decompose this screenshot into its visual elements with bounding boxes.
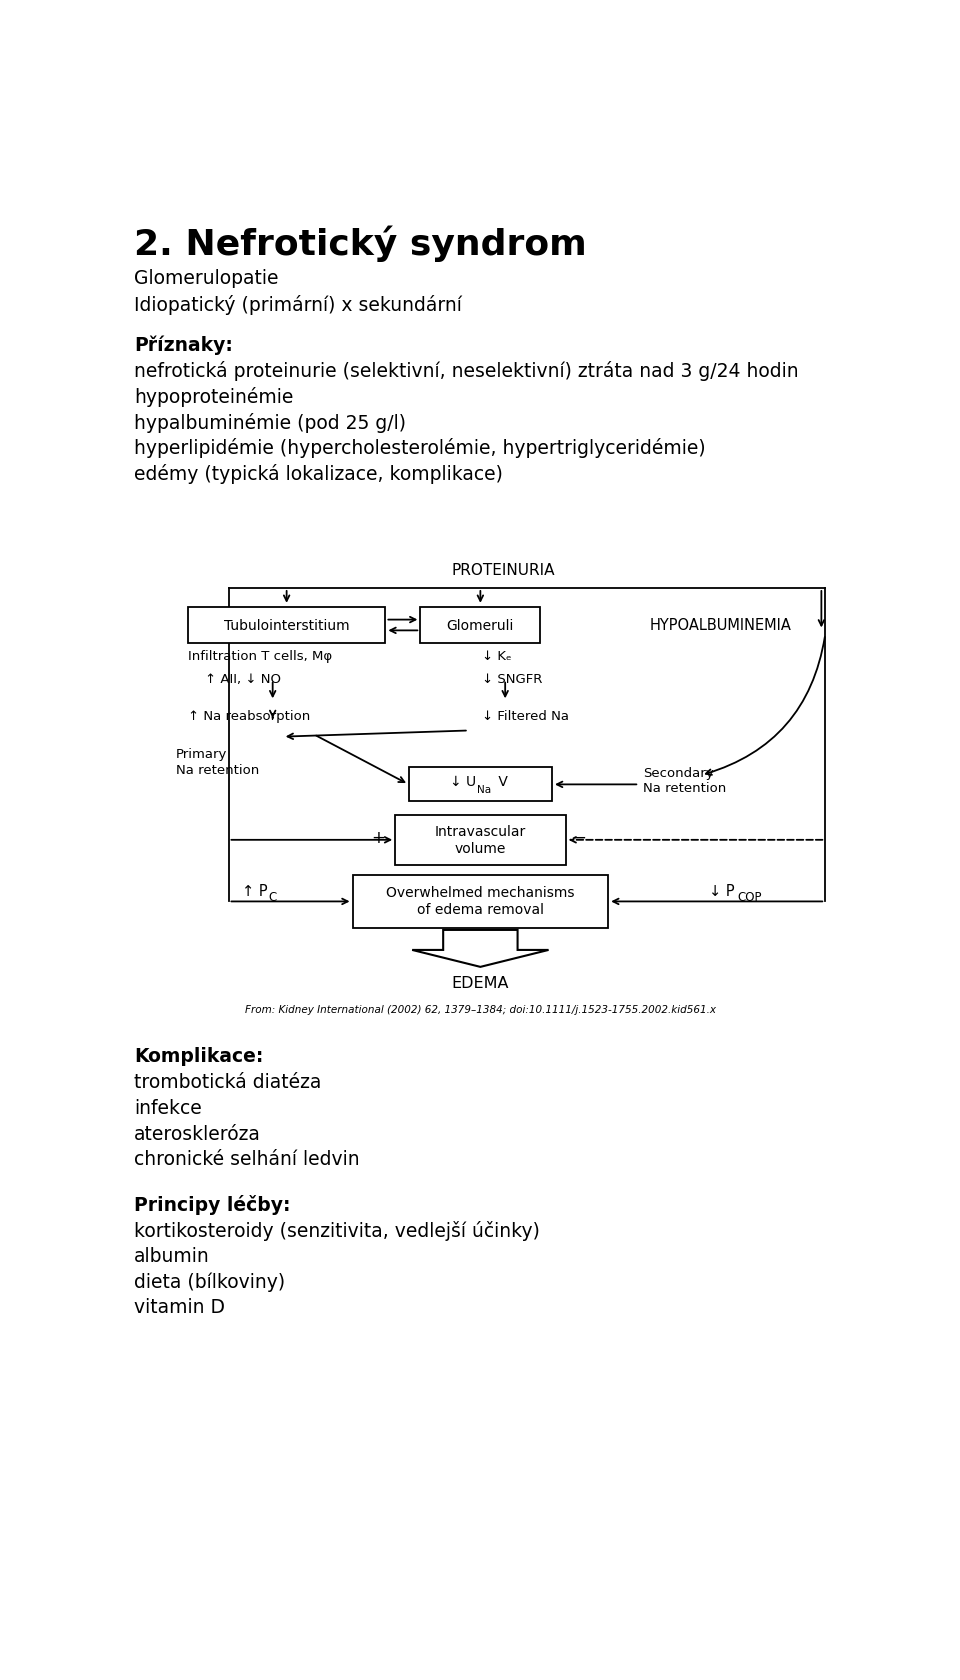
Text: Intravascular: Intravascular <box>435 825 526 838</box>
Text: ↓ Kₑ: ↓ Kₑ <box>482 650 512 662</box>
Text: Glomerulopatie: Glomerulopatie <box>134 269 278 289</box>
Text: Na: Na <box>476 785 491 795</box>
Text: trombotická diatéza: trombotická diatéza <box>134 1072 322 1092</box>
Bar <box>420 608 540 643</box>
Text: Na retention: Na retention <box>643 781 727 795</box>
Bar <box>352 875 609 927</box>
Text: Tubulointerstitium: Tubulointerstitium <box>224 618 349 633</box>
Text: ↓ U: ↓ U <box>450 774 476 790</box>
Text: ↓ SNGFR: ↓ SNGFR <box>482 672 542 685</box>
Text: ↑ P: ↑ P <box>243 884 268 899</box>
Text: hyperlipidémie (hypercholesterolémie, hypertriglyceridémie): hyperlipidémie (hypercholesterolémie, hy… <box>134 438 706 459</box>
Text: Infiltration T cells, Mφ: Infiltration T cells, Mφ <box>188 650 332 662</box>
Text: ↓ Filtered Na: ↓ Filtered Na <box>482 709 569 722</box>
Text: ↑ Na reabsorption: ↑ Na reabsorption <box>188 709 310 722</box>
Bar <box>188 608 385 643</box>
Text: vitamin D: vitamin D <box>134 1297 225 1317</box>
Text: 2. Nefrotický syndrom: 2. Nefrotický syndrom <box>134 225 587 262</box>
Text: Glomeruli: Glomeruli <box>446 618 514 633</box>
Text: Idiopatický (primární) x sekundární: Idiopatický (primární) x sekundární <box>134 296 462 316</box>
Bar <box>396 815 565 865</box>
Text: albumin: albumin <box>134 1247 209 1265</box>
Text: hypoproteinémie: hypoproteinémie <box>134 386 294 407</box>
Text: Primary
Na retention: Primary Na retention <box>177 748 259 776</box>
Text: PROTEINURIA: PROTEINURIA <box>452 563 556 578</box>
Text: Příznaky:: Příznaky: <box>134 334 233 354</box>
Text: ↑ AII, ↓ NO: ↑ AII, ↓ NO <box>204 672 281 685</box>
Text: V: V <box>494 774 508 790</box>
Text: ↓ P: ↓ P <box>709 884 734 899</box>
Text: infekce: infekce <box>134 1099 202 1117</box>
Text: C: C <box>269 890 277 904</box>
Text: dieta (bílkoviny): dieta (bílkoviny) <box>134 1272 285 1292</box>
Text: volume: volume <box>455 842 506 855</box>
Text: HYPOALBUMINEMIA: HYPOALBUMINEMIA <box>650 618 792 633</box>
Text: of edema removal: of edema removal <box>417 902 544 917</box>
Text: From: Kidney International (2002) 62, 1379–1384; doi:10.1111/j.1523-1755.2002.ki: From: Kidney International (2002) 62, 13… <box>245 1005 716 1015</box>
Text: edémy (typická lokalizace, komplikace): edémy (typická lokalizace, komplikace) <box>134 464 503 484</box>
Text: hypalbuminémie (pod 25 g/l): hypalbuminémie (pod 25 g/l) <box>134 413 406 432</box>
Text: chronické selhání ledvin: chronické selhání ledvin <box>134 1149 360 1169</box>
Text: nefrotická proteinurie (selektivní, neselektivní) ztráta nad 3 g/24 hodin: nefrotická proteinurie (selektivní, nese… <box>134 361 799 381</box>
Text: Overwhelmed mechanisms: Overwhelmed mechanisms <box>386 885 575 900</box>
Polygon shape <box>412 931 548 968</box>
Text: Komplikace:: Komplikace: <box>134 1047 263 1065</box>
Text: COP: COP <box>737 890 761 904</box>
Text: Principy léčby:: Principy léčby: <box>134 1194 291 1215</box>
Text: kortikosteroidy (senzitivita, vedlejší účinky): kortikosteroidy (senzitivita, vedlejší ú… <box>134 1220 540 1240</box>
Bar <box>409 768 552 801</box>
Text: +: + <box>372 828 385 847</box>
Text: −: − <box>572 828 587 847</box>
Text: ateroskleróza: ateroskleróza <box>134 1124 261 1142</box>
Text: EDEMA: EDEMA <box>451 974 509 990</box>
Text: Secondary: Secondary <box>643 766 713 780</box>
